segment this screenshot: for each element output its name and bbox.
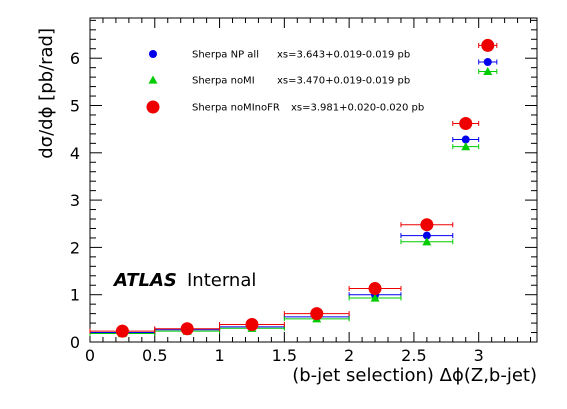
y-tick-label: 1: [70, 286, 80, 305]
x-tick-label: 0.5: [142, 346, 167, 365]
data-point: [483, 66, 493, 76]
legend-marker: [149, 50, 157, 58]
x-tick-label: 1.5: [272, 346, 297, 365]
legend-entry-3: Sherpa noMInoFR xs=3.981+0.020-0.020 pb: [146, 100, 424, 114]
legend-entry-2: Sherpa noMI xs=3.470+0.019-0.019 pb: [148, 75, 410, 87]
legend-entry-1: Sherpa NP all xs=3.643+0.019-0.019 pb: [149, 50, 410, 61]
legend: Sherpa NP all xs=3.643+0.019-0.019 pbSher…: [146, 50, 424, 114]
legend-xs-label: xs=3.643+0.019-0.019 pb: [277, 50, 410, 61]
legend-marker: [148, 75, 158, 84]
internal-label: Internal: [187, 270, 256, 291]
y-tick-label: 4: [70, 144, 80, 163]
data-series: [89, 38, 498, 338]
data-point: [461, 135, 470, 144]
y-tick-label: 5: [70, 97, 80, 116]
data-point: [461, 142, 471, 151]
x-tick-label: 2: [344, 346, 354, 365]
x-tick-label: 1: [214, 346, 224, 365]
axis-labels: (b-jet selection) Δϕ(Z,b-jet) dσ/dϕ [pb/…: [36, 28, 537, 386]
data-point: [370, 293, 380, 302]
data-point: [180, 322, 194, 336]
y-axis-title: dσ/dϕ [pb/rad]: [36, 28, 57, 159]
x-tick-label: 3: [474, 346, 484, 365]
x-tick-label: 0: [85, 346, 95, 365]
legend-xs-label: xs=3.470+0.019-0.019 pb: [277, 76, 410, 87]
data-point: [459, 116, 473, 130]
data-point: [310, 307, 324, 321]
legend-label: Sherpa NP all: [192, 50, 259, 61]
legend-label: Sherpa noMI: [192, 76, 255, 87]
atlas-label: ATLAS: [112, 270, 177, 291]
series-3: [89, 38, 498, 338]
y-tick-label: 0: [70, 333, 80, 352]
x-axis-title: (b-jet selection) Δϕ(Z,b-jet): [292, 365, 537, 386]
y-tick-label: 3: [70, 191, 80, 210]
data-point: [422, 237, 432, 246]
y-tick-label: 2: [70, 238, 80, 257]
axis-ticks: 0 0.5 1 1.5 2 2.5 3 0 1 2 3 4 5 6: [70, 18, 537, 365]
legend-marker: [146, 100, 160, 114]
data-point: [420, 218, 434, 232]
plot-border: [89, 17, 538, 343]
data-point: [245, 317, 259, 331]
data-point: [368, 282, 382, 296]
legend-xs-label: xs=3.981+0.020-0.020 pb: [291, 103, 424, 114]
legend-label: Sherpa noMInoFR: [192, 103, 280, 114]
data-point: [483, 57, 492, 66]
data-point: [115, 324, 129, 338]
data-point: [422, 231, 431, 240]
data-point: [481, 38, 495, 52]
x-tick-label: 2.5: [401, 346, 426, 365]
plot-frame: [89, 17, 538, 343]
series-1: [89, 57, 498, 337]
y-tick-label: 6: [70, 49, 80, 68]
